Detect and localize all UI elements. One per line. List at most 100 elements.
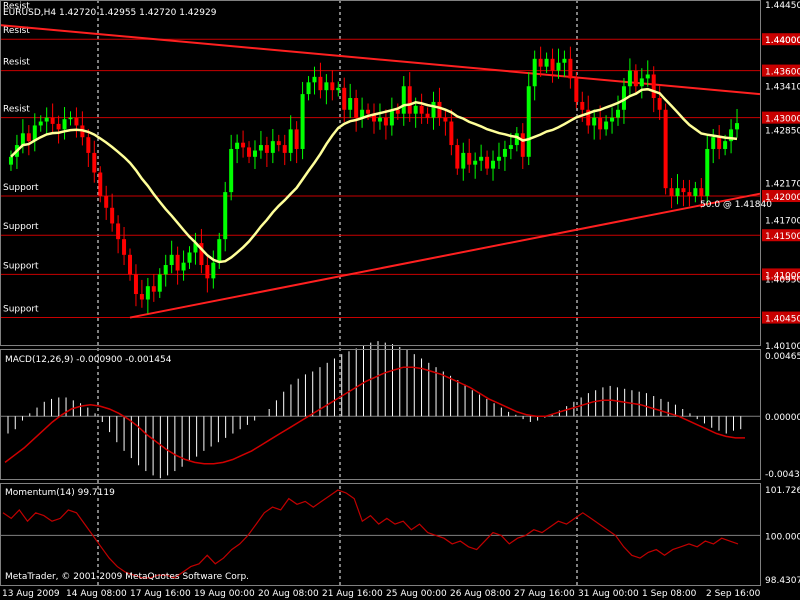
bear-candle (56, 123, 61, 130)
bear-candle (437, 101, 442, 118)
level-price-text: 1.43600 (765, 68, 800, 78)
bull-candle (312, 76, 317, 83)
bear-candle (598, 117, 603, 130)
chart-title: EURUSD,H4 1.42720 1.42955 1.42720 1.4292… (3, 8, 217, 18)
bull-candle (514, 133, 519, 146)
bull-candle (502, 148, 507, 157)
bear-candle (568, 58, 573, 79)
bull-candle (496, 156, 501, 161)
bull-candle (193, 243, 198, 253)
bull-candle (223, 192, 228, 240)
bull-candle (401, 86, 406, 114)
bull-candle (169, 254, 174, 266)
horizontal-levels: Resist 1.44000 Resist 1.43600 Resist 1.43000 S… (0, 26, 800, 325)
macd-tick: 0.000000 (765, 413, 800, 423)
bear-candle (574, 78, 579, 102)
bull-candle (360, 109, 365, 118)
price-axis: 1.44450 1.44000 1.43410 1.42850 1.42170 1.417… (765, 1, 800, 586)
momentum-tick: 101.7267 (765, 486, 800, 496)
time-tick: 25 Aug 00:00 (386, 589, 447, 599)
price-tick: 1.40100 (765, 342, 800, 352)
bull-candle (270, 141, 275, 153)
fib-annotation: 50.0 @ 1.41840 (700, 200, 772, 210)
bull-candle (20, 133, 25, 146)
bear-candle (318, 76, 323, 91)
bear-candle (407, 86, 412, 114)
bear-candle (395, 109, 400, 114)
bull-candle (413, 105, 418, 114)
bull-candle (389, 109, 394, 126)
bear-candle (276, 141, 281, 146)
bull-candle (556, 62, 561, 71)
bull-candle (735, 123, 740, 130)
bull-candle (288, 129, 293, 153)
bull-candle (145, 286, 150, 300)
bull-candle (675, 188, 680, 197)
bear-candle (139, 294, 144, 300)
grid-lines (97, 0, 578, 585)
level-price-tag (762, 33, 800, 46)
bear-candle (247, 147, 252, 157)
level-label: Support (3, 261, 39, 271)
bear-candle (366, 109, 371, 114)
panel-frames (0, 0, 761, 586)
bull-candle (526, 86, 531, 157)
bull-candle (729, 129, 734, 142)
bear-candle (669, 188, 674, 197)
bull-candle (711, 137, 716, 149)
momentum-panel (0, 489, 760, 579)
bear-candle (372, 113, 376, 122)
bear-candle (86, 137, 91, 153)
level-label: Support (3, 222, 39, 232)
bear-candle (205, 265, 210, 279)
bear-candle (104, 196, 109, 208)
support-trendline (129, 192, 761, 319)
bear-candle (241, 142, 246, 148)
level-label: Resist (3, 105, 30, 115)
bear-candle (122, 239, 127, 255)
bear-candle (663, 109, 668, 189)
bear-candle (717, 137, 722, 149)
bull-candle (229, 148, 234, 193)
watermark: MetaTrader, © 2001-2009 MetaQuotes Softw… (5, 572, 249, 582)
bear-candle (128, 254, 132, 275)
level-label: Support (3, 305, 39, 315)
bear-candle (133, 274, 138, 295)
bull-candle (181, 262, 186, 271)
level-label: Resist (3, 58, 30, 68)
macd-signal-line (4, 366, 745, 465)
bull-candle (639, 78, 644, 87)
bear-candle (110, 207, 115, 224)
bull-candle (705, 148, 710, 197)
bull-candle (616, 109, 620, 118)
bear-candle (175, 254, 180, 271)
bear-candle (50, 117, 55, 124)
bear-candle (116, 223, 121, 240)
bear-candle (657, 98, 662, 110)
momentum-line (2, 489, 739, 579)
bull-candle (377, 117, 382, 122)
macd-tick: -0.00435 (765, 470, 800, 480)
bear-candle (681, 188, 686, 193)
bull-candle (157, 274, 162, 292)
level-price-text: 1.42000 (765, 193, 800, 203)
bull-candle (187, 252, 192, 263)
panel-frame (0, 349, 761, 480)
level-price-text: 1.43000 (765, 115, 800, 125)
ma-line (10, 87, 738, 264)
bull-candle (544, 58, 549, 67)
bear-candle (699, 188, 704, 197)
bull-candle (252, 150, 257, 157)
level-label: Resist (3, 26, 30, 36)
momentum-title: Momentum(14) 99.7119 (5, 488, 115, 498)
bear-candle (455, 145, 460, 169)
level-price-text: 1.44000 (765, 36, 800, 46)
time-tick: 2 Sep 16:00 (706, 589, 761, 599)
trendlines[interactable] (0, 24, 761, 319)
bear-candle (74, 117, 79, 126)
bear-candle (151, 286, 156, 292)
bull-candle (532, 58, 537, 87)
level-price-tag (762, 64, 800, 77)
